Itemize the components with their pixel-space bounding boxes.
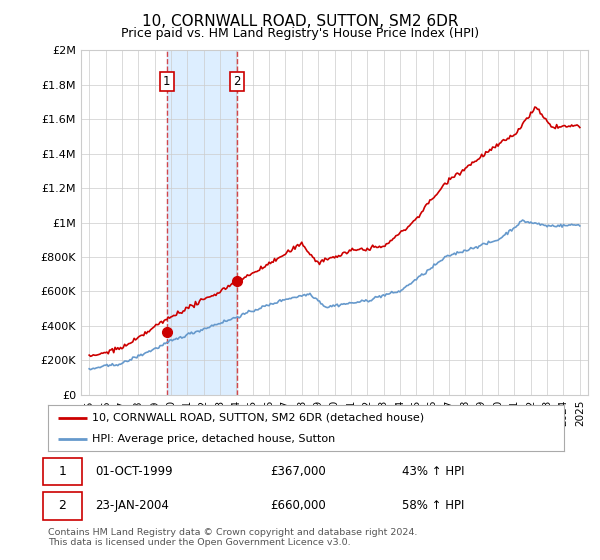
Text: 1: 1 bbox=[163, 75, 170, 88]
FancyBboxPatch shape bbox=[43, 458, 82, 486]
Text: £660,000: £660,000 bbox=[270, 500, 326, 512]
Text: HPI: Average price, detached house, Sutton: HPI: Average price, detached house, Sutt… bbox=[92, 435, 335, 444]
Text: 23-JAN-2004: 23-JAN-2004 bbox=[95, 500, 169, 512]
Text: 10, CORNWALL ROAD, SUTTON, SM2 6DR: 10, CORNWALL ROAD, SUTTON, SM2 6DR bbox=[142, 14, 458, 29]
Text: 43% ↑ HPI: 43% ↑ HPI bbox=[402, 465, 464, 478]
Text: 1: 1 bbox=[59, 465, 67, 478]
Text: 10, CORNWALL ROAD, SUTTON, SM2 6DR (detached house): 10, CORNWALL ROAD, SUTTON, SM2 6DR (deta… bbox=[92, 413, 424, 423]
Text: 58% ↑ HPI: 58% ↑ HPI bbox=[402, 500, 464, 512]
Text: £367,000: £367,000 bbox=[270, 465, 326, 478]
Text: Price paid vs. HM Land Registry's House Price Index (HPI): Price paid vs. HM Land Registry's House … bbox=[121, 27, 479, 40]
Text: Contains HM Land Registry data © Crown copyright and database right 2024.
This d: Contains HM Land Registry data © Crown c… bbox=[48, 528, 418, 547]
Text: 2: 2 bbox=[233, 75, 241, 88]
Text: 01-OCT-1999: 01-OCT-1999 bbox=[95, 465, 173, 478]
Bar bbox=[167, 50, 237, 395]
Text: 2: 2 bbox=[59, 500, 67, 512]
FancyBboxPatch shape bbox=[43, 492, 82, 520]
